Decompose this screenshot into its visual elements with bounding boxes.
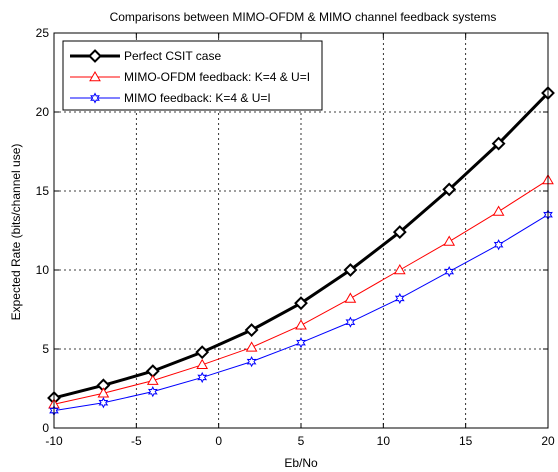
- y-tick-label: 25: [36, 26, 50, 40]
- data-point-hexagram: [296, 337, 306, 349]
- data-point-hexagram: [147, 386, 158, 398]
- data-point-diamond: [392, 225, 407, 239]
- series-layer: [47, 86, 555, 417]
- data-point-hexagram: [493, 239, 504, 251]
- data-point-diamond: [88, 49, 102, 63]
- series-3: [49, 209, 553, 417]
- y-axis-label: Expected Rate (bits/channel use): [9, 144, 23, 321]
- data-point-hexagram: [444, 265, 455, 278]
- data-point-diamond: [442, 182, 457, 197]
- data-point-triangle: [245, 341, 258, 352]
- y-tick-label: 5: [42, 342, 49, 356]
- data-point-diamond: [491, 136, 506, 151]
- data-point-triangle: [295, 319, 307, 330]
- data-point-triangle: [146, 374, 159, 385]
- y-tick-label: 15: [36, 184, 50, 198]
- series-2: [48, 173, 554, 409]
- x-tick-label: -5: [131, 434, 142, 448]
- data-point-diamond: [244, 323, 259, 337]
- data-point-triangle: [97, 387, 110, 398]
- data-point-hexagram: [394, 292, 405, 305]
- data-point-triangle: [196, 358, 209, 370]
- x-tick-label: 0: [215, 434, 222, 448]
- legend-label-3: MIMO feedback: K=4 & U=I: [124, 91, 271, 105]
- x-tick-label: 10: [377, 434, 391, 448]
- x-axis-ticks: -10 -5 0 5 10 15 20: [45, 33, 555, 448]
- x-tick-label: 15: [459, 434, 473, 448]
- y-axis-ticks: 0 5 10 15 20 25: [36, 26, 548, 435]
- y-tick-label: 10: [36, 263, 50, 277]
- data-point-hexagram: [246, 356, 257, 368]
- x-axis-label: Eb/No: [284, 456, 318, 470]
- data-point-diamond: [195, 345, 210, 360]
- data-point-triangle: [89, 70, 101, 82]
- legend-label-1: Perfect CSIT case: [124, 49, 221, 63]
- data-point-hexagram: [345, 316, 356, 328]
- x-tick-label: -10: [45, 434, 63, 448]
- data-point-triangle: [443, 235, 456, 246]
- data-point-diamond: [343, 263, 358, 277]
- data-point-triangle: [393, 263, 406, 275]
- x-tick-label: 20: [541, 434, 555, 448]
- legend-label-2: MIMO-OFDM feedback: K=4 & U=I: [124, 70, 310, 84]
- y-tick-label: 0: [42, 421, 49, 435]
- data-point-triangle: [344, 292, 357, 303]
- chart-title: Comparisons between MIMO-OFDM & MIMO cha…: [110, 10, 497, 24]
- data-point-hexagram: [197, 371, 208, 384]
- data-point-triangle: [492, 205, 505, 216]
- y-tick-label: 20: [36, 105, 50, 119]
- data-point-diamond: [294, 296, 308, 311]
- legend: Perfect CSIT case MIMO-OFDM feedback: K=4…: [62, 40, 323, 111]
- data-point-hexagram: [90, 92, 100, 104]
- x-tick-label: 5: [298, 434, 305, 448]
- data-point-hexagram: [98, 397, 109, 409]
